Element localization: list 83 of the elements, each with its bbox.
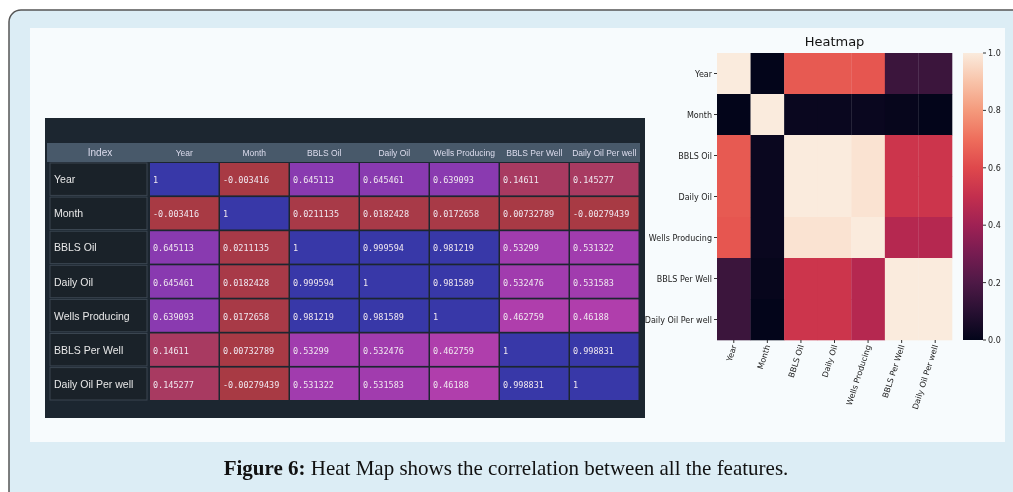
y-tick-label: BBLS Oil [54, 241, 97, 254]
caption: Figure 6: Heat Map shows the correlation between all the features. [223, 456, 789, 480]
x-tick-label: Wells Producing [433, 148, 496, 158]
x-tick-label: Year [724, 343, 739, 364]
x-tick-label: Month [755, 343, 773, 371]
data-label: -0.00279439 [223, 379, 280, 390]
data-label: 0.981589 [363, 311, 404, 322]
color-bar-label: 1.0 [988, 49, 1001, 58]
data-label: 1 [573, 379, 579, 390]
data-label: 0.53299 [293, 345, 329, 356]
y-tick-label: Wells Producing [54, 309, 130, 322]
data-label: -0.003416 [153, 209, 200, 220]
data-label: 0.645113 [293, 175, 334, 186]
x-tick-label: Year [175, 148, 193, 158]
data-label: 0.53299 [503, 243, 539, 254]
y-tick-label: Month [54, 207, 84, 220]
data-label: 1 [503, 345, 509, 356]
x-tick-label: Daily Oil Per well [572, 148, 637, 158]
data-label: 0.998831 [503, 379, 544, 390]
data-label: -0.00279439 [573, 209, 630, 220]
data-label: 0.462759 [503, 311, 544, 322]
data-label: 0.462759 [433, 345, 474, 356]
data-label: 0.531322 [573, 243, 614, 254]
y-tick-label: Wells Producing [648, 233, 712, 243]
data-label: 1 [223, 209, 229, 220]
y-tick-label: Daily Oil [678, 192, 712, 202]
x-tick-label: BBLS Oil [786, 343, 806, 379]
data-label: 0.0211135 [293, 209, 340, 220]
data-label: 0.0182428 [223, 277, 270, 288]
data-label: 0.145277 [153, 379, 194, 390]
x-tick-label: Daily Oil Per well [910, 343, 941, 411]
color-bar-label: 0.4 [988, 221, 1001, 231]
data-label: -0.003416 [223, 175, 270, 186]
data-label: 1 [363, 277, 369, 288]
x-tick-label: Daily Oil [378, 148, 411, 158]
color-bar-label: 0.8 [988, 106, 1001, 116]
data-label: 0.981219 [293, 311, 334, 322]
data-label: 0.999594 [293, 277, 334, 288]
data-label: 1 [153, 175, 159, 186]
data-label: 0.981589 [433, 277, 474, 288]
y-tick-label: Daily Oil Per well [54, 377, 134, 390]
y-axis-title: Index [87, 147, 113, 158]
data-label: 0.999594 [363, 243, 404, 254]
data-label: 0.531322 [293, 379, 334, 390]
data-label: 0.531583 [573, 277, 614, 288]
x-tick-label: BBLS Oil [307, 148, 342, 158]
x-tick-label: Month [242, 148, 267, 158]
data-label: 0.46188 [573, 311, 609, 322]
data-label: 0.14611 [503, 175, 539, 186]
data-label: 0.531583 [363, 379, 404, 390]
data-label: 0.14611 [153, 345, 189, 356]
data-label: 0.639093 [433, 175, 474, 186]
data-label: 0.0172658 [433, 209, 480, 220]
data-label: 0.981219 [433, 243, 474, 254]
data-label: 0.145277 [573, 175, 614, 186]
y-tick-label: Year [54, 173, 76, 186]
data-label: 0.639093 [153, 311, 194, 322]
y-tick-label: Daily Oil [54, 275, 94, 288]
data-label: 0.00732789 [223, 345, 275, 356]
data-label: 0.532476 [363, 345, 404, 356]
y-tick-label: BBLS Per Well [656, 274, 712, 284]
data-label: 0.645113 [153, 243, 194, 254]
color-bar-label: 0.6 [988, 163, 1001, 173]
data-label: 0.46188 [433, 379, 469, 390]
data-label: 1 [293, 243, 299, 254]
data-label: 0.00732789 [503, 209, 555, 220]
data-label: 0.645461 [153, 277, 194, 288]
x-tick-label: Daily Oil [820, 343, 840, 379]
color-bar-label: 0.2 [988, 278, 1001, 288]
y-tick-label: Daily Oil Per well [644, 315, 712, 325]
data-label: 0.645461 [363, 175, 404, 186]
data-label: 1 [433, 311, 439, 322]
color-bar-label: 0.0 [988, 336, 1001, 345]
data-label: 0.998831 [573, 345, 614, 356]
chart-title: Heatmap [804, 34, 865, 49]
data-label: 0.0172658 [223, 311, 270, 322]
y-tick-label: Month [686, 110, 712, 120]
data-label: 0.0211135 [223, 243, 270, 254]
data-label: 0.0182428 [363, 209, 410, 220]
x-tick-label: BBLS Per Well [506, 148, 563, 158]
x-tick-label: BBLS Per Well [880, 343, 907, 400]
data-label: 0.532476 [503, 277, 544, 288]
y-tick-label: Year [694, 69, 713, 79]
